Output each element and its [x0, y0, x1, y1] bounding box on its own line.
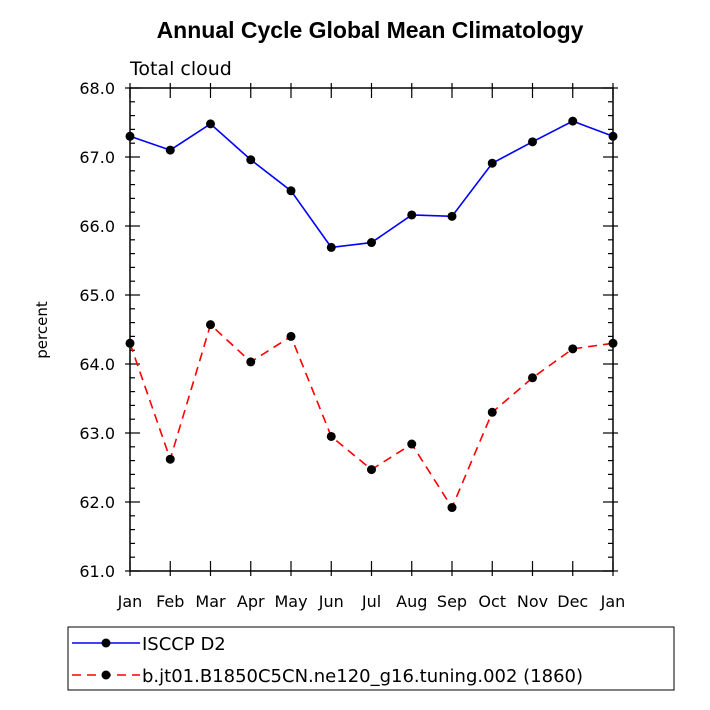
y-tick-label: 61.0 [79, 562, 115, 581]
x-tick-label: Sep [437, 592, 467, 611]
x-tick-label: Nov [517, 592, 548, 611]
y-axis-label: percent [33, 301, 51, 359]
y-tick-label: 64.0 [79, 355, 115, 374]
data-point [165, 454, 175, 464]
data-point [447, 211, 457, 221]
data-point [326, 431, 336, 441]
y-tick-label: 68.0 [79, 79, 115, 98]
x-tick-label: Jun [318, 592, 344, 611]
data-point [206, 119, 215, 129]
x-tick-label: Aug [396, 592, 427, 611]
data-point [286, 186, 296, 196]
data-point [206, 320, 215, 330]
data-point [528, 373, 537, 383]
data-point [568, 116, 578, 126]
legend-marker-isccp [101, 638, 111, 648]
legend-label-model: b.jt01.B1850C5CN.ne120_g16.tuning.002 (1… [142, 666, 583, 687]
x-tick-label: Feb [156, 592, 184, 611]
x-tick-label: May [274, 592, 307, 611]
data-point [407, 210, 417, 220]
y-tick-label: 65.0 [79, 286, 115, 305]
y-tick-label: 66.0 [79, 217, 115, 236]
legend-marker-model [101, 670, 111, 680]
data-point [487, 158, 497, 168]
data-point [367, 465, 376, 475]
data-point [246, 155, 256, 165]
data-point [326, 242, 336, 252]
chart-title: Annual Cycle Global Mean Climatology [157, 17, 584, 43]
data-point [246, 357, 256, 367]
data-point [367, 238, 376, 248]
data-point [165, 145, 175, 155]
series-layer [125, 116, 618, 513]
axis-ticks: Jan Feb Mar Apr May Jun Jul Aug Sep Oct Nov Dec Jan6… [79, 79, 625, 611]
legend-label-isccp: ISCCP D2 [142, 634, 226, 655]
chart-subtitle: Total cloud [129, 58, 232, 80]
x-tick-label: Jan [117, 592, 143, 611]
series-line-0 [129, 120, 614, 249]
x-tick-label: Jul [361, 592, 381, 611]
x-tick-label: Jan [600, 592, 626, 611]
y-tick-label: 67.0 [79, 148, 115, 167]
data-point [407, 439, 417, 449]
legend: ISCCP D2 b.jt01.B1850C5CN.ne120_g16.tuni… [67, 626, 675, 691]
data-point [286, 331, 296, 341]
y-tick-label: 62.0 [79, 493, 115, 512]
legend-box [67, 626, 675, 691]
y-tick-label: 63.0 [79, 424, 115, 443]
data-point [447, 503, 457, 513]
x-tick-label: Apr [237, 592, 265, 611]
data-point [528, 137, 537, 147]
data-point [487, 407, 497, 417]
plot-frame [129, 87, 614, 572]
x-tick-label: Oct [478, 592, 506, 611]
x-tick-label: Dec [557, 592, 588, 611]
series-line-1 [129, 323, 614, 510]
data-point [568, 344, 578, 354]
x-tick-label: Mar [195, 592, 226, 611]
